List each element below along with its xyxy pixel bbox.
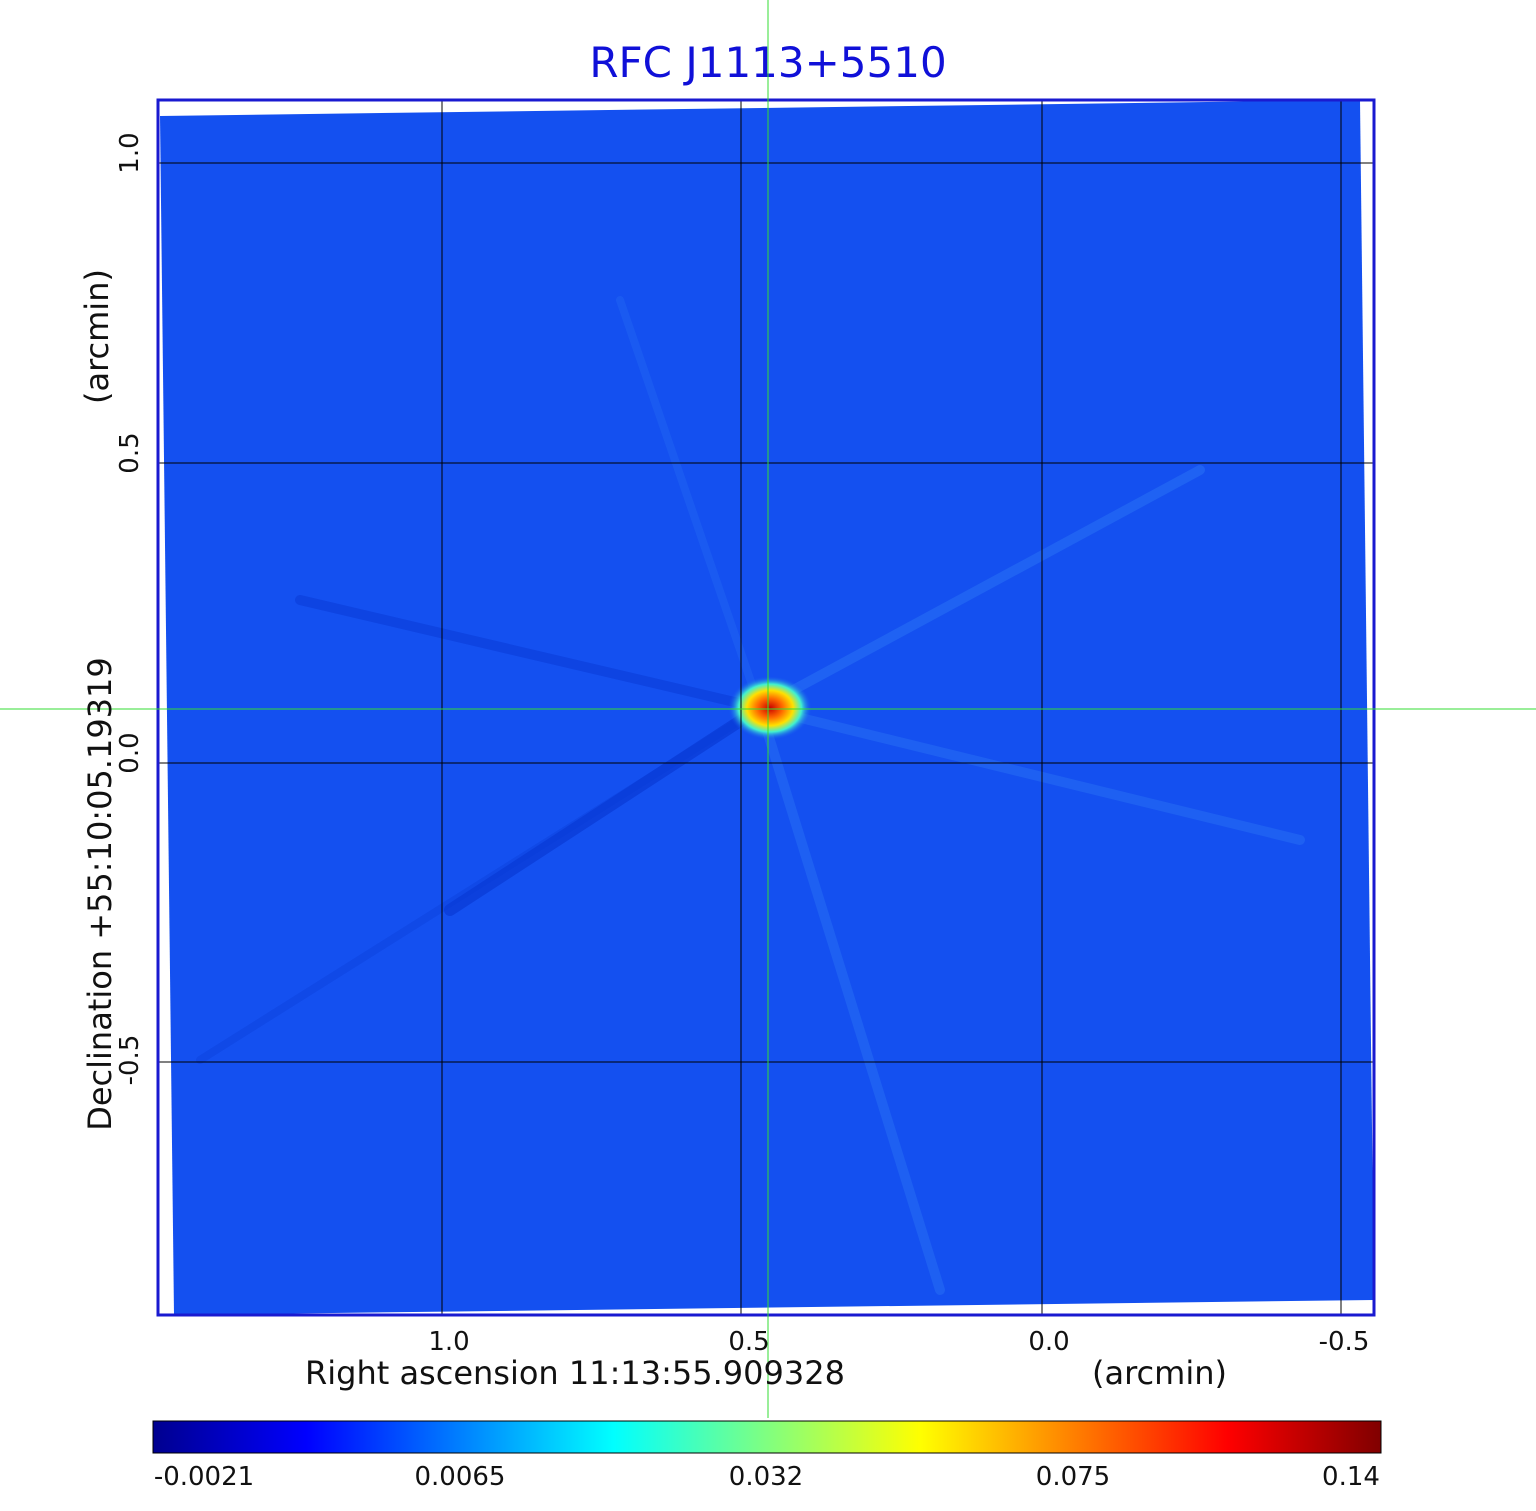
- coordinate-grid: [158, 100, 1374, 1315]
- colorbar-tick-label: -0.0021: [153, 1462, 255, 1492]
- sidelobe-streaks: [196, 296, 1305, 1295]
- colorbar-tick-label: 0.14: [1322, 1462, 1380, 1492]
- y-tick-label: 1.0: [115, 132, 145, 174]
- y-tick-label: 0.0: [115, 732, 145, 774]
- colorbar-tick-label: 0.075: [1035, 1462, 1111, 1492]
- y-axis-label: Declination +55:10:05.19319: [81, 657, 119, 1131]
- source-blob: [728, 676, 812, 740]
- colorbar: [152, 1420, 1382, 1454]
- crosshair: [0, 0, 1536, 1418]
- x-tick-label: 0.0: [1028, 1327, 1070, 1357]
- colorbar-tick-label: 0.0065: [414, 1462, 506, 1492]
- y-axis-unit: (arcmin): [78, 269, 116, 404]
- x-tick-label: 0.5: [728, 1327, 770, 1357]
- y-tick-label: -0.5: [115, 1034, 145, 1086]
- plot-frame: [156, 98, 1376, 1317]
- x-axis-unit: (arcmin): [1092, 1354, 1227, 1392]
- x-tick-label: -0.5: [1318, 1327, 1370, 1357]
- x-tick-label: 1.0: [428, 1327, 470, 1357]
- x-axis-label: Right ascension 11:13:55.909328: [305, 1354, 845, 1392]
- y-tick-label: 0.5: [115, 432, 145, 474]
- colorbar-tick-label: 0.032: [728, 1462, 804, 1492]
